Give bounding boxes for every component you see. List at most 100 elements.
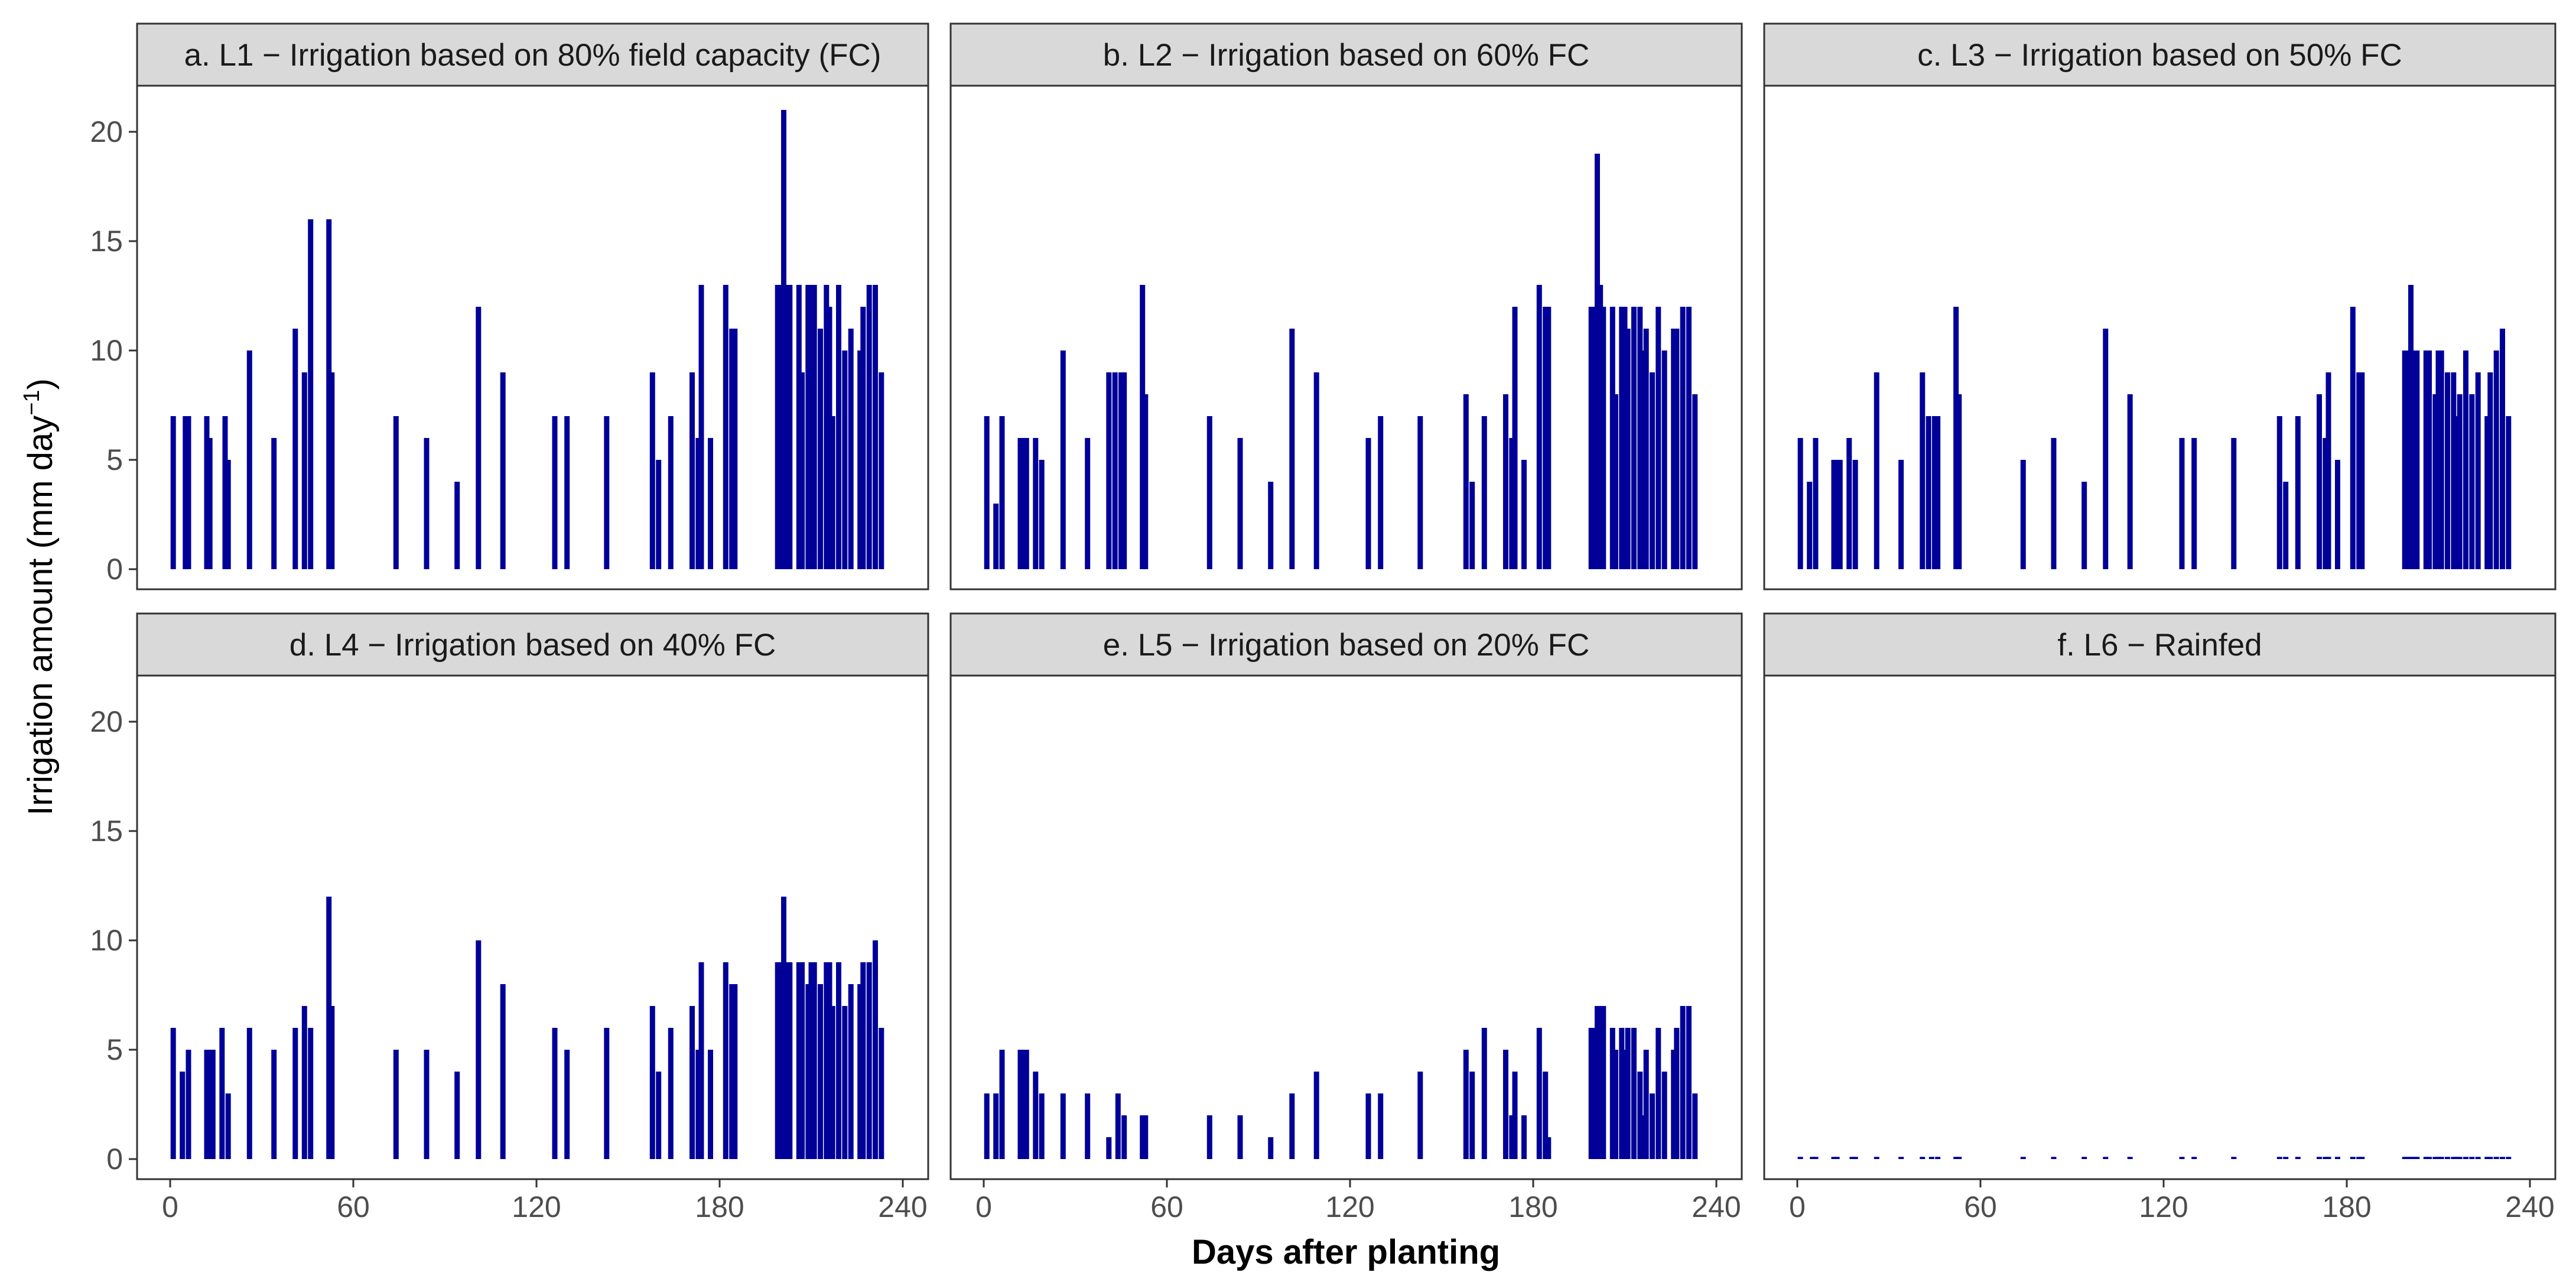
x-tick-label: 240 (1692, 1190, 1741, 1223)
bar (2451, 372, 2457, 569)
bar (1813, 438, 1819, 569)
bar (1512, 1072, 1518, 1159)
strip-background (136, 22, 929, 87)
bar (984, 1093, 990, 1159)
bar (1849, 1157, 1855, 1159)
bar (808, 285, 814, 569)
bar (2487, 1157, 2493, 1159)
x-tick-label: 60 (337, 1190, 370, 1223)
bar (2457, 1157, 2463, 1159)
bar (2191, 438, 2197, 569)
bar (1521, 460, 1527, 569)
bar (1237, 1115, 1243, 1159)
bar (2454, 1157, 2460, 1159)
bar (2405, 1157, 2411, 1159)
bar (2432, 1157, 2438, 1159)
bar (836, 962, 841, 1159)
bar (1017, 438, 1023, 569)
bar (830, 416, 835, 569)
bar (186, 1050, 191, 1159)
bar (1932, 416, 1937, 569)
bar (1591, 1028, 1597, 1159)
bar (1378, 416, 1384, 569)
bar (454, 482, 460, 569)
bar (1625, 1028, 1631, 1159)
bar (204, 1050, 210, 1159)
bar (1807, 482, 1813, 569)
bar (424, 1050, 430, 1159)
bar (732, 984, 738, 1159)
bar (2276, 1157, 2282, 1159)
bar (219, 1028, 225, 1159)
bar (729, 984, 735, 1159)
bar (1481, 416, 1487, 569)
bar (2283, 1157, 2289, 1159)
bar (301, 1006, 307, 1159)
bar (1206, 416, 1212, 569)
bar (698, 285, 704, 569)
bar (1601, 1006, 1606, 1159)
bar (879, 1028, 884, 1159)
bar (836, 285, 841, 569)
facet-panel-5: e. L5 − Irrigation based on 20% FC 0 60 120… (949, 612, 1743, 1223)
bar (1543, 307, 1549, 569)
bar (857, 984, 863, 1159)
bar (1033, 1072, 1039, 1159)
bar (1852, 1157, 1858, 1159)
bar (2500, 329, 2505, 569)
bar (1140, 285, 1146, 569)
bar (799, 372, 805, 569)
bar (1289, 329, 1295, 569)
bar (225, 460, 231, 569)
bar (1674, 1028, 1680, 1159)
bar (2454, 416, 2460, 569)
bar (1686, 1006, 1692, 1159)
strip-title: f. L6 − Rainfed (2057, 628, 2262, 663)
strip-title: d. L4 − Irrigation based on 40% FC (290, 628, 776, 663)
bar (1637, 307, 1643, 569)
bar (1898, 1157, 1904, 1159)
bar (1810, 1157, 1816, 1159)
bar (1503, 1050, 1508, 1159)
bar (723, 285, 728, 569)
bar (1017, 1050, 1023, 1159)
bar (2500, 1157, 2505, 1159)
bar (564, 1050, 570, 1159)
bar (1831, 460, 1837, 569)
bar (866, 962, 872, 1159)
bar (2414, 1157, 2420, 1159)
x-tick-label: 60 (1150, 1190, 1183, 1223)
bar (2317, 1157, 2322, 1159)
bar (1118, 372, 1124, 569)
bar (292, 329, 298, 569)
bar (2435, 350, 2441, 569)
bar (1313, 1072, 1319, 1159)
bar (1619, 1028, 1625, 1159)
bar (1622, 307, 1628, 569)
bar (1588, 1028, 1594, 1159)
bar (2475, 1157, 2481, 1159)
bar (1834, 460, 1840, 569)
bar (1595, 1006, 1600, 1159)
bar (1609, 307, 1615, 569)
bar (1140, 1115, 1146, 1159)
y-tick-label: 15 (90, 814, 123, 848)
bar (210, 1050, 216, 1159)
bar (781, 110, 786, 569)
bar (2276, 416, 2282, 569)
bar (454, 1072, 460, 1159)
bar (830, 1006, 835, 1159)
bar (2359, 372, 2365, 569)
bar (1543, 1072, 1549, 1159)
bar (1650, 372, 1655, 569)
bar (222, 416, 228, 569)
bar (984, 416, 990, 569)
bar (775, 962, 780, 1159)
x-tick-label: 0 (975, 1190, 992, 1223)
bar (993, 1093, 999, 1159)
bar (1268, 482, 1274, 569)
bar (1023, 438, 1029, 569)
bar (2295, 1157, 2301, 1159)
bar (2484, 416, 2490, 569)
bar (1033, 438, 1039, 569)
